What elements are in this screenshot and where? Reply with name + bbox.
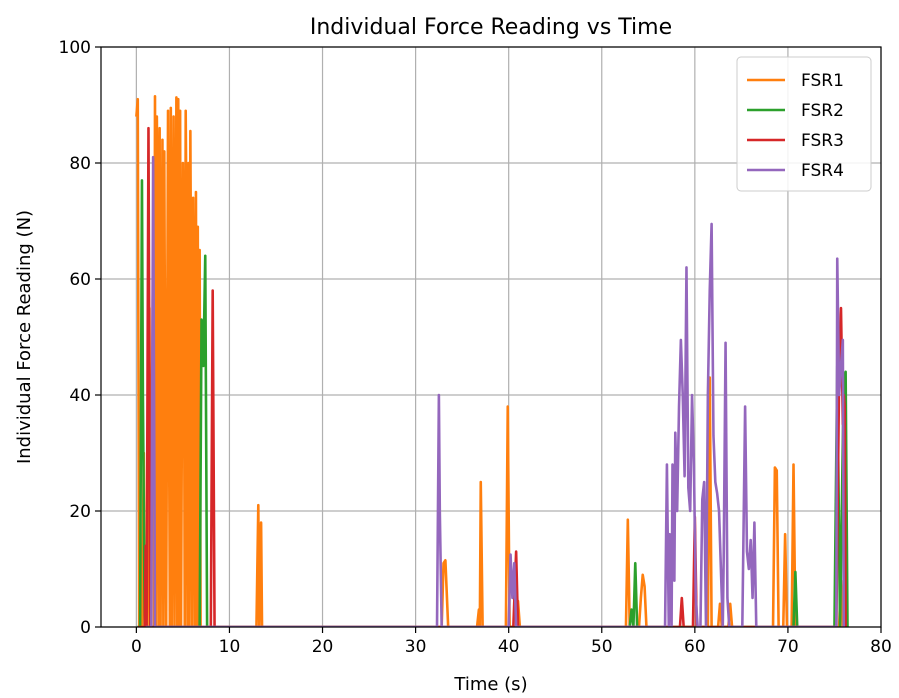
chart-title: Individual Force Reading vs Time: [310, 15, 672, 40]
series-line-fsr4: [145, 155, 846, 627]
y-tick-label: 40: [69, 386, 91, 406]
legend-box: [736, 56, 872, 192]
y-tick-label: 80: [69, 154, 91, 174]
axis-ticks: 0 10 20 30 40 50 60 70 80 0 20 40 60 80 100: [59, 38, 892, 657]
x-tick-label: 70: [777, 637, 799, 657]
y-tick-label: 20: [69, 502, 91, 522]
series-line-fsr1: [135, 95, 848, 627]
x-tick-label: 40: [498, 637, 520, 657]
y-axis-label: Individual Force Reading (N): [14, 210, 35, 464]
x-axis-label: Time (s): [453, 674, 527, 695]
x-tick-label: 80: [870, 637, 892, 657]
series-line-fsr2: [137, 179, 849, 627]
x-tick-label: 60: [684, 637, 706, 657]
x-tick-label: 50: [591, 637, 613, 657]
x-tick-label: 0: [131, 637, 142, 657]
legend-label-fsr3: FSR3: [801, 131, 844, 151]
x-tick-label: 30: [405, 637, 427, 657]
series-line-fsr3: [138, 126, 847, 627]
x-tick-label: 20: [312, 637, 334, 657]
legend-label-fsr1: FSR1: [801, 71, 844, 91]
y-tick-label: 100: [59, 38, 91, 58]
x-tick-label: 10: [219, 637, 241, 657]
y-tick-label: 0: [80, 618, 91, 638]
y-tick-label: 60: [69, 270, 91, 290]
legend-label-fsr2: FSR2: [801, 101, 844, 121]
legend: FSR1 FSR2 FSR3 FSR4: [736, 56, 872, 192]
plot-frame: [100, 46, 882, 628]
series-layer: [135, 95, 849, 627]
legend-label-fsr4: FSR4: [801, 161, 844, 181]
